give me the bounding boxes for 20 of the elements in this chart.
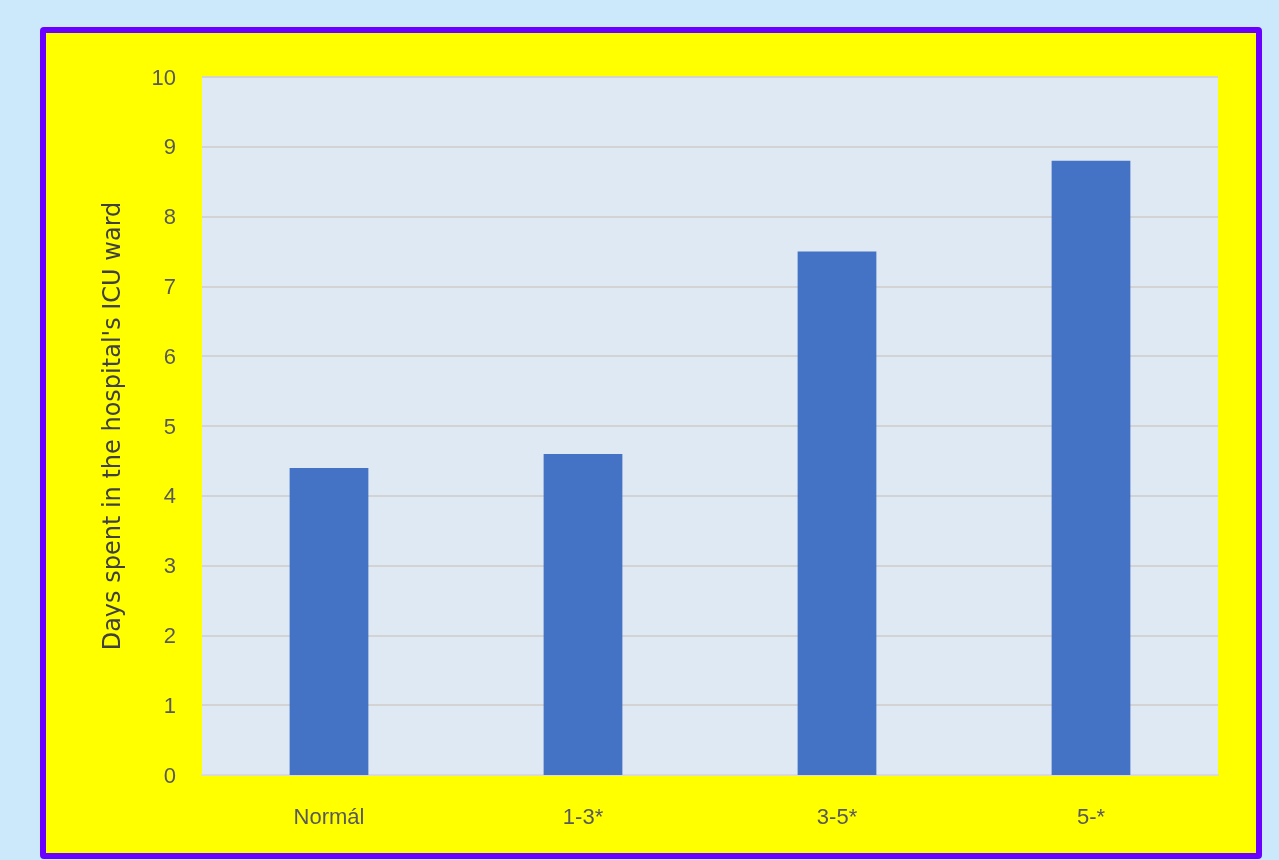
bar: [543, 453, 623, 775]
y-tick-label: 4: [163, 483, 176, 509]
x-tick-label: 1-3*: [562, 803, 604, 829]
y-tick-label: 10: [151, 64, 176, 90]
y-tick-label: 5: [163, 413, 176, 439]
y-tick-label: 1: [163, 692, 176, 718]
x-tick-label: 3-5*: [816, 803, 858, 829]
y-tick-label: 0: [163, 762, 176, 788]
bar: [289, 467, 369, 775]
y-tick-label: 7: [163, 273, 176, 299]
y-tick-label: 6: [163, 343, 176, 369]
x-tick-label: Normál: [293, 803, 365, 829]
bar: [1051, 160, 1131, 775]
x-tick-label: 5-*: [1076, 803, 1106, 829]
y-axis-title: Days spent in the hospital's ICU ward: [98, 201, 126, 651]
y-tick-label: 3: [163, 553, 176, 579]
y-tick-label: 8: [163, 204, 176, 230]
y-tick-label: 2: [163, 622, 176, 648]
y-tick-label: 9: [163, 134, 176, 160]
bar: [797, 251, 877, 775]
